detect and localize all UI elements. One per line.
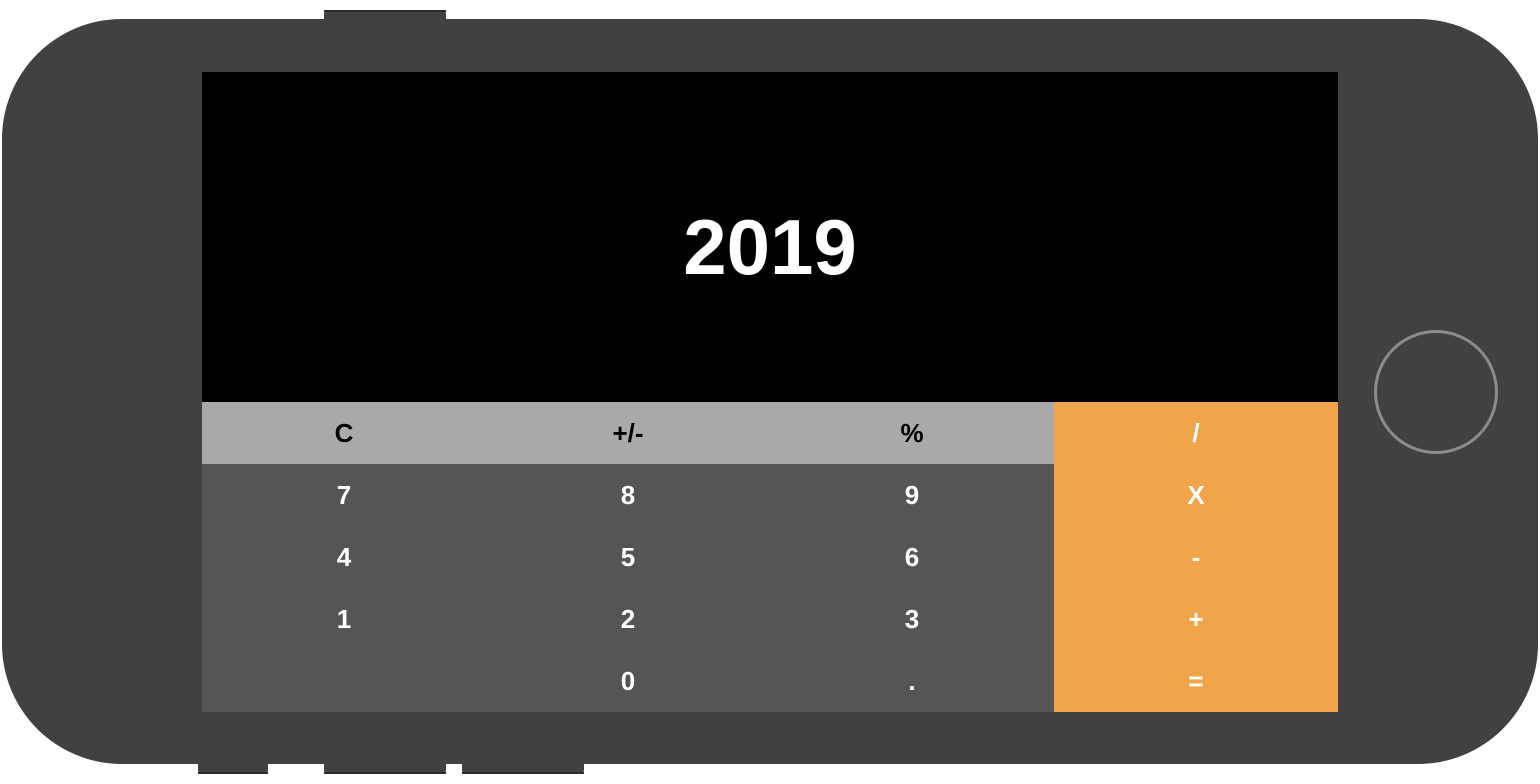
digit-7-button[interactable]: 7 — [202, 464, 486, 526]
subtract-button[interactable]: - — [1054, 526, 1338, 588]
volume-up-side-button — [324, 760, 446, 774]
digit-3-button[interactable]: 3 — [770, 588, 1054, 650]
digit-5-button[interactable]: 5 — [486, 526, 770, 588]
home-button[interactable] — [1374, 330, 1498, 454]
equals-button[interactable]: = — [1054, 650, 1338, 712]
digit-0-button[interactable]: 0 — [486, 650, 770, 712]
power-side-button — [324, 10, 446, 24]
decimal-button[interactable]: . — [770, 650, 1054, 712]
volume-down-side-button — [462, 760, 584, 774]
percent-button[interactable]: % — [770, 402, 1054, 464]
keypad: C +/-%/ 7 8 9 X 4 5 6- 1 2 3 +0. = — [202, 402, 1338, 712]
digit-1-button[interactable]: 1 — [202, 588, 486, 650]
clear-button[interactable]: C — [202, 402, 486, 464]
result-display: 2019 — [683, 202, 857, 291]
calculator-screen: 2019 C +/-%/ 7 8 9 X 4 5 6- 1 2 3 +0. = — [202, 72, 1338, 712]
digit-2-button[interactable]: 2 — [486, 588, 770, 650]
digit-6-button[interactable]: 6 — [770, 526, 1054, 588]
mute-side-switch — [198, 760, 268, 774]
digit-4-button[interactable]: 4 — [202, 526, 486, 588]
sign-toggle-button[interactable]: +/- — [486, 402, 770, 464]
multiply-button[interactable]: X — [1054, 464, 1338, 526]
divide-button[interactable]: / — [1054, 402, 1338, 464]
add-button[interactable]: + — [1054, 588, 1338, 650]
blank-button[interactable] — [202, 650, 486, 712]
digit-8-button[interactable]: 8 — [486, 464, 770, 526]
digit-9-button[interactable]: 9 — [770, 464, 1054, 526]
